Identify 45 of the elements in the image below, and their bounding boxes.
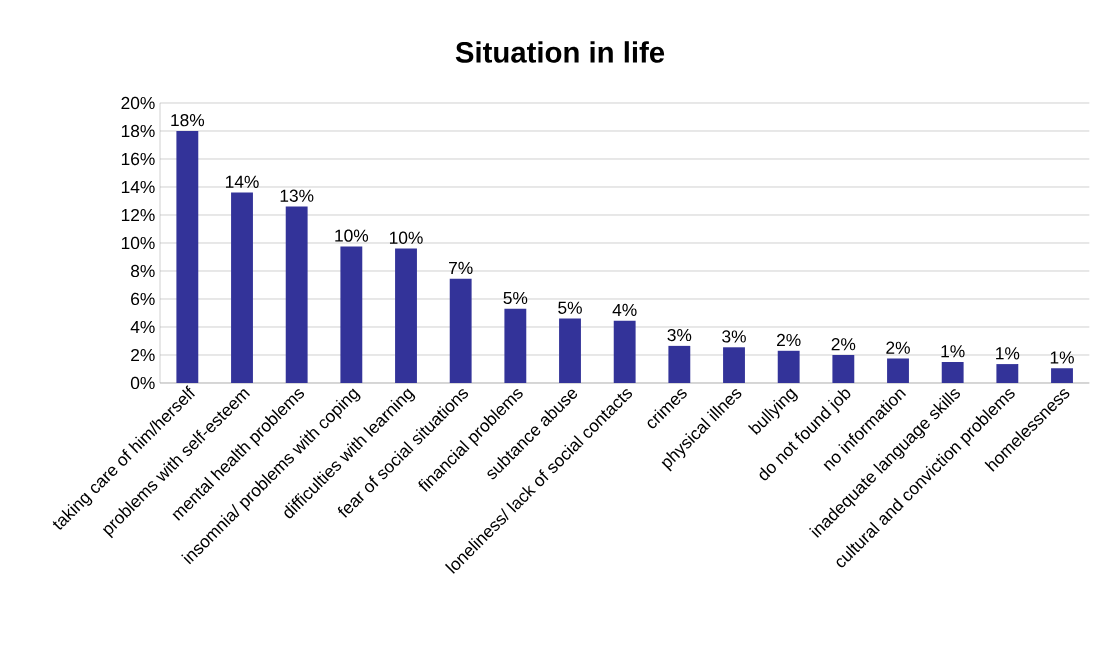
bar — [340, 246, 363, 383]
data-label: 10% — [389, 231, 423, 244]
bar — [231, 192, 253, 383]
y-tick-label: 18% — [121, 124, 155, 138]
bar — [832, 354, 855, 383]
data-label: 5% — [558, 301, 582, 314]
y-tick-label: 12% — [121, 208, 155, 222]
bar — [504, 308, 527, 383]
bar — [887, 358, 909, 383]
bar — [176, 130, 199, 383]
data-label: 1% — [1050, 351, 1074, 364]
data-label: 7% — [449, 261, 473, 274]
y-tick-label: 10% — [121, 236, 155, 250]
bar — [613, 320, 636, 383]
bar — [449, 278, 472, 383]
data-label: 5% — [503, 291, 528, 305]
bar — [941, 361, 964, 383]
data-label: 2% — [831, 338, 856, 351]
bar — [395, 248, 417, 383]
y-tick-label: 14% — [121, 180, 155, 194]
data-label: 3% — [722, 330, 746, 343]
bar — [777, 350, 800, 383]
data-label: 14% — [225, 175, 259, 188]
data-label: 4% — [612, 303, 637, 316]
bar — [723, 347, 745, 383]
chart-title: Situation in life — [455, 41, 665, 63]
bar — [285, 206, 308, 383]
bar — [1051, 368, 1073, 383]
data-label: 10% — [335, 229, 369, 242]
y-tick-label: 8% — [131, 264, 155, 278]
bar — [559, 318, 581, 383]
data-label: 2% — [886, 341, 910, 354]
bar — [668, 345, 691, 383]
y-tick-label: 4% — [130, 320, 155, 334]
data-label: 18% — [171, 114, 205, 127]
y-tick-label: 20% — [121, 96, 155, 110]
data-label: 2% — [777, 333, 801, 347]
data-label: 13% — [280, 189, 314, 202]
data-label: 1% — [941, 345, 965, 358]
y-tick-label: 6% — [131, 292, 155, 306]
y-tick-label: 2% — [131, 348, 155, 362]
bar — [996, 364, 1019, 383]
data-label: 1% — [996, 347, 1020, 360]
y-tick-label: 16% — [121, 152, 155, 166]
data-label: 3% — [667, 328, 692, 342]
